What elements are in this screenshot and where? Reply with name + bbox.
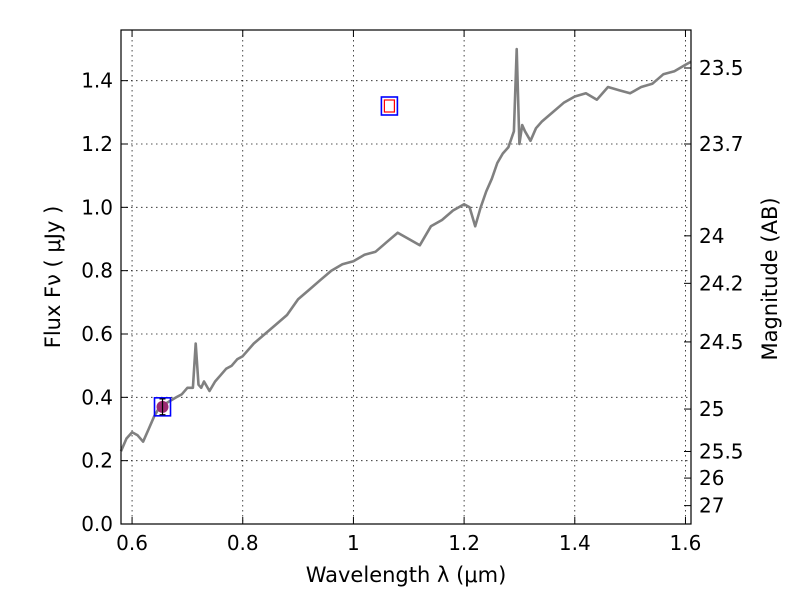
grid	[121, 30, 691, 525]
plot-frame	[120, 29, 692, 525]
mag-tick-label: 23.7	[699, 132, 744, 156]
photometry-marker	[380, 96, 399, 116]
y-tick-label: 0.0	[81, 512, 113, 536]
x-tick-label: 1.2	[448, 531, 480, 555]
x-tick-label: 1.6	[670, 531, 702, 555]
mag-tick-label: 26	[699, 466, 724, 490]
mag-tick-label: 24.5	[699, 330, 744, 354]
y-tick-label: 0.8	[81, 259, 113, 283]
x-tick-label: 0.8	[227, 531, 259, 555]
y-tick-label: 1.0	[81, 195, 113, 219]
series-group	[119, 47, 692, 452]
mag-tick-label: 23.5	[699, 56, 744, 80]
y-tick-label: 0.4	[81, 385, 113, 409]
photometry-marker-inner	[383, 99, 395, 113]
mag-tick-label: 25	[699, 397, 724, 421]
y-axis-label: Flux Fν ( μJy )	[41, 206, 65, 349]
x-tick-label: 1.4	[559, 531, 591, 555]
y-tick-label: 1.4	[81, 69, 113, 93]
mag-tick-label: 25.5	[699, 439, 744, 463]
y-tick-label: 1.2	[81, 132, 113, 156]
ticks: 0.6 0.8 1 1.2 1.4 1.6 0.0 0.2 0.4 0.6 0.8 1.0 1.2 1.4…	[81, 30, 744, 555]
photometry-marker	[153, 397, 172, 417]
y-tick-label: 0.2	[81, 449, 113, 473]
mag-tick-label: 24	[699, 224, 724, 248]
x-tick-label: 0.6	[116, 531, 148, 555]
x-axis-label: Wavelength λ (μm)	[306, 563, 507, 587]
mag-tick-label: 27	[699, 494, 724, 518]
y2-axis-label: Magnitude (AB)	[758, 197, 782, 360]
x-tick-label: 1	[347, 531, 360, 555]
spectrum-line	[119, 47, 692, 452]
mag-tick-label: 24.2	[699, 271, 744, 295]
y-tick-label: 0.6	[81, 322, 113, 346]
photometry-markers	[153, 96, 399, 417]
